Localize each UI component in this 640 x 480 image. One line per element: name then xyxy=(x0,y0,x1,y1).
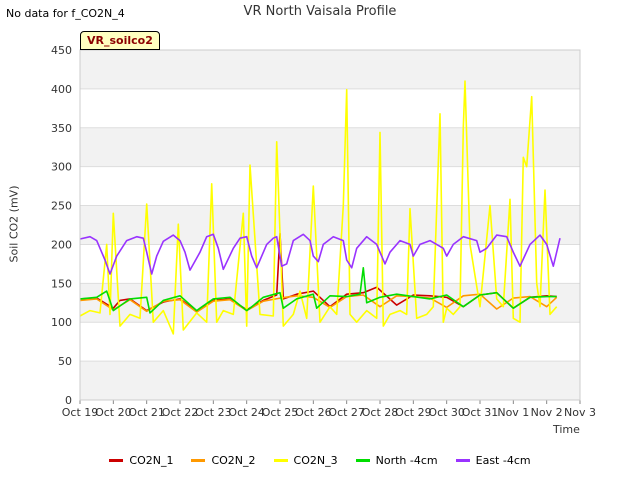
y-tick-label: 50 xyxy=(58,355,72,368)
y-tick-label: 400 xyxy=(51,83,72,96)
legend-label-east-4cm: East -4cm xyxy=(475,454,531,467)
plot-frame xyxy=(79,49,581,401)
x-tick-label: Nov 3 xyxy=(564,406,596,419)
legend-label-co2n-2: CO2N_2 xyxy=(211,454,256,467)
x-tick-label: Oct 28 xyxy=(362,406,399,419)
legend-swatch-co2n-3 xyxy=(273,459,288,462)
legend-swatch-co2n-2 xyxy=(191,459,206,462)
x-tick-label: Oct 23 xyxy=(195,406,232,419)
x-axis-label: Time xyxy=(553,423,580,436)
series-line-co2n-3 xyxy=(79,80,558,335)
legend-item-north-4cm[interactable]: North -4cm xyxy=(355,454,438,467)
legend-item-east-4cm[interactable]: East -4cm xyxy=(455,454,531,467)
legend-item-co2n-1[interactable]: CO2N_1 xyxy=(109,454,173,467)
legend-item-co2n-2[interactable]: CO2N_2 xyxy=(191,454,256,467)
site-badge: VR_soilco2 xyxy=(80,31,160,50)
y-tick-label: 450 xyxy=(51,44,72,57)
x-tick-label: Oct 27 xyxy=(328,406,365,419)
y-tick-label: 0 xyxy=(65,394,72,407)
legend-item-co2n-3[interactable]: CO2N_3 xyxy=(273,454,338,467)
series-line-north-4cm xyxy=(79,266,557,314)
x-tick-label: Oct 19 xyxy=(62,406,99,419)
y-axis-label: Soil CO2 (mV) xyxy=(7,185,21,263)
x-tick-label: Oct 31 xyxy=(462,406,499,419)
legend-label-co2n-3: CO2N_3 xyxy=(293,454,338,467)
x-tick-label: Oct 24 xyxy=(228,406,265,419)
x-tick-label: Oct 26 xyxy=(295,406,332,419)
x-tick-label: Oct 21 xyxy=(128,406,165,419)
no-data-message: No data for f_CO2N_4 xyxy=(6,7,125,20)
x-tick-label: Oct 22 xyxy=(162,406,199,419)
grid-band xyxy=(80,50,580,89)
series-line-east-4cm xyxy=(79,233,561,275)
chart-title: VR North Vaisala Profile xyxy=(243,4,397,19)
y-tick-label: 200 xyxy=(51,238,72,251)
y-tick-label: 150 xyxy=(51,277,72,290)
legend: CO2N_1 CO2N_2 CO2N_3 North -4cm East -4c… xyxy=(0,454,640,467)
x-tick-label: Nov 1 xyxy=(497,406,529,419)
legend-swatch-north-4cm xyxy=(355,459,370,462)
grid-band xyxy=(80,127,580,167)
grid-band xyxy=(80,361,580,400)
x-tick-label: Oct 29 xyxy=(395,406,432,419)
legend-label-north-4cm: North -4cm xyxy=(375,454,438,467)
y-tick-label: 300 xyxy=(51,161,72,174)
y-tick-label: 100 xyxy=(51,316,72,329)
x-tick-label: Nov 2 xyxy=(531,406,563,419)
legend-swatch-co2n-1 xyxy=(109,459,124,462)
x-tick-label: Oct 30 xyxy=(428,406,465,419)
x-tick-label: Oct 20 xyxy=(95,406,132,419)
legend-swatch-east-4cm xyxy=(455,459,470,462)
y-tick-label: 350 xyxy=(51,122,72,135)
legend-label-co2n-1: CO2N_1 xyxy=(129,454,174,467)
grid-band xyxy=(80,205,580,245)
y-tick-label: 250 xyxy=(51,200,72,213)
x-tick-label: Oct 25 xyxy=(262,406,299,419)
